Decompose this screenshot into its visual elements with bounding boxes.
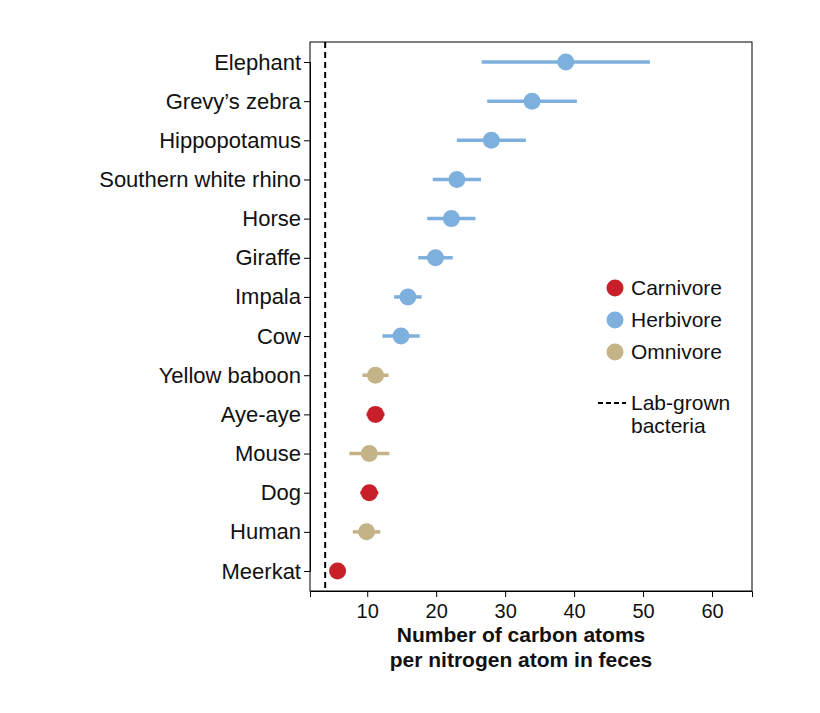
y-tick-label: Elephant	[214, 50, 301, 75]
y-tick-label: Grevy’s zebra	[166, 89, 302, 114]
y-tick-mark	[304, 140, 310, 141]
x-tick-mark	[436, 591, 437, 597]
x-tick-label: 40	[563, 600, 585, 622]
legend-label: Lab-grown	[631, 391, 730, 414]
x-axis: 10 20 30 40 50 60	[311, 591, 753, 622]
dot	[361, 484, 378, 501]
y-tick: Horse	[242, 206, 310, 231]
chart: 10 20 30 40 50 60 Elephant Grevy’s zebra Hippopo…	[0, 0, 820, 713]
legend-label: Herbivore	[631, 308, 722, 331]
dot	[448, 171, 465, 188]
x-tick: 10	[357, 591, 379, 622]
x-tick: 60	[701, 591, 723, 622]
y-tick-mark	[304, 375, 310, 376]
y-tick: Southern white rhino	[99, 167, 310, 192]
plot-frame	[310, 42, 752, 591]
y-tick-label: Hippopotamus	[159, 128, 301, 153]
x-tick: 20	[426, 591, 448, 622]
y-tick-mark	[304, 101, 310, 102]
y-tick-mark	[304, 258, 310, 259]
y-tick-mark	[304, 414, 310, 415]
legend-swatch	[598, 402, 626, 404]
y-tick-label: Yellow baboon	[159, 363, 301, 388]
dot	[367, 406, 384, 423]
y-tick: Meerkat	[222, 559, 310, 584]
x-axis-line	[311, 592, 753, 598]
legend-swatch	[607, 344, 624, 361]
y-tick-mark	[304, 336, 310, 337]
dot	[483, 132, 500, 149]
y-tick-mark	[304, 571, 310, 572]
y-tick: Yellow baboon	[159, 363, 310, 388]
y-tick-label: Meerkat	[222, 559, 301, 584]
legend-label: Omnivore	[631, 340, 722, 363]
y-tick: Grevy’s zebra	[166, 89, 310, 114]
y-tick-label: Mouse	[235, 441, 301, 466]
x-tick-label: 60	[701, 600, 723, 622]
dot	[443, 210, 460, 227]
legend: Carnivore Herbivore Omnivore Lab-grownbacte…	[598, 276, 730, 437]
dot	[393, 328, 410, 345]
dot	[361, 445, 378, 462]
y-axis-line	[304, 63, 311, 572]
x-tick: 30	[495, 591, 517, 622]
x-tick-label: 50	[632, 600, 654, 622]
legend-swatch	[607, 312, 624, 329]
dot	[358, 523, 375, 540]
x-tick: 50	[632, 591, 654, 622]
legend-label: Carnivore	[631, 276, 722, 299]
x-tick-label: 30	[495, 600, 517, 622]
y-tick-label: Giraffe	[235, 245, 301, 270]
reference-line	[324, 42, 326, 591]
dot	[427, 249, 444, 266]
x-tick-mark	[367, 591, 368, 597]
y-tick: Mouse	[235, 441, 310, 466]
y-tick-label: Impala	[235, 284, 302, 309]
legend-swatch	[607, 280, 624, 297]
y-tick-mark	[304, 532, 310, 533]
dot	[399, 288, 416, 305]
y-tick-label: Cow	[257, 324, 301, 349]
y-tick: Aye-aye	[221, 402, 310, 427]
y-tick: Human	[230, 519, 310, 544]
y-tick-mark	[304, 219, 310, 220]
x-tick: 40	[563, 591, 585, 622]
y-tick: Elephant	[214, 50, 310, 75]
dot	[329, 563, 346, 580]
x-tick-label: 10	[357, 600, 379, 622]
y-tick: Hippopotamus	[159, 128, 310, 153]
x-axis-title-line: Number of carbon atoms	[397, 623, 646, 646]
y-tick-label: Dog	[261, 480, 301, 505]
y-tick-mark	[304, 454, 310, 455]
plot-area	[325, 42, 650, 591]
y-tick-mark	[304, 179, 310, 180]
x-tick-label: 20	[426, 600, 448, 622]
y-tick-mark	[304, 62, 310, 63]
x-tick-mark	[643, 591, 644, 597]
x-tick-mark	[574, 591, 575, 597]
y-tick: Giraffe	[235, 245, 310, 270]
x-tick-mark	[712, 591, 713, 597]
y-tick-mark	[304, 297, 310, 298]
dot	[367, 367, 384, 384]
y-axis: Elephant Grevy’s zebra Hippopotamus Souther…	[99, 50, 310, 584]
y-tick-label: Southern white rhino	[99, 167, 301, 192]
y-tick-label: Horse	[242, 206, 301, 231]
y-tick: Cow	[257, 324, 310, 349]
y-tick-label: Human	[230, 519, 301, 544]
y-tick-mark	[304, 493, 310, 494]
x-axis-title-line: per nitrogen atom in feces	[390, 648, 653, 671]
y-tick-label: Aye-aye	[221, 402, 301, 427]
y-tick: Dog	[261, 480, 310, 505]
x-tick-mark	[505, 591, 506, 597]
legend-label: bacteria	[631, 414, 706, 437]
dot	[557, 54, 574, 71]
y-tick: Impala	[235, 284, 310, 309]
x-axis-title: Number of carbon atomsper nitrogen atom …	[390, 623, 653, 671]
dot	[524, 93, 541, 110]
